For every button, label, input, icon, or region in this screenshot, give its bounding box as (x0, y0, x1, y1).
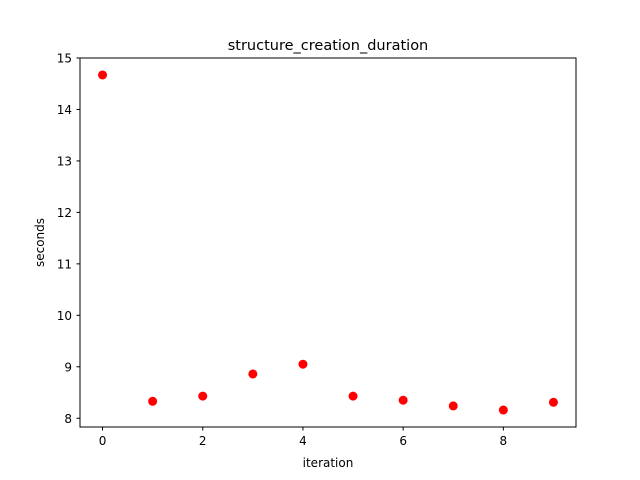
y-tick-label: 8 (64, 412, 72, 426)
x-tick-label: 0 (99, 434, 107, 448)
y-tick-label: 10 (57, 309, 72, 323)
data-point (448, 401, 458, 411)
data-point (398, 395, 408, 405)
x-tick-label: 8 (500, 434, 508, 448)
y-tick-label: 14 (57, 103, 72, 117)
data-point (298, 359, 308, 369)
data-point (98, 70, 108, 80)
y-tick-label: 15 (57, 52, 72, 66)
data-point (548, 397, 558, 407)
data-point (198, 391, 208, 401)
y-tick-label: 13 (57, 154, 72, 168)
y-axis-label: seconds (33, 218, 47, 267)
plot-area-frame (79, 57, 577, 428)
ticks-layer: 0 2 4 6 8 8 9 10 11 12 13 14 15 (57, 52, 507, 449)
chart-title: structure_creation_duration (228, 38, 429, 54)
y-tick-label: 9 (64, 360, 72, 374)
points-layer (98, 70, 558, 415)
x-tick-label: 6 (399, 434, 407, 448)
data-point (348, 391, 358, 401)
x-tick-label: 2 (199, 434, 207, 448)
x-tick-label: 4 (299, 434, 307, 448)
data-point (148, 396, 158, 406)
data-point (498, 405, 508, 415)
data-point (248, 369, 258, 379)
y-tick-label: 12 (57, 206, 72, 220)
y-tick-label: 11 (57, 257, 72, 271)
x-axis-label: iteration (303, 456, 354, 470)
